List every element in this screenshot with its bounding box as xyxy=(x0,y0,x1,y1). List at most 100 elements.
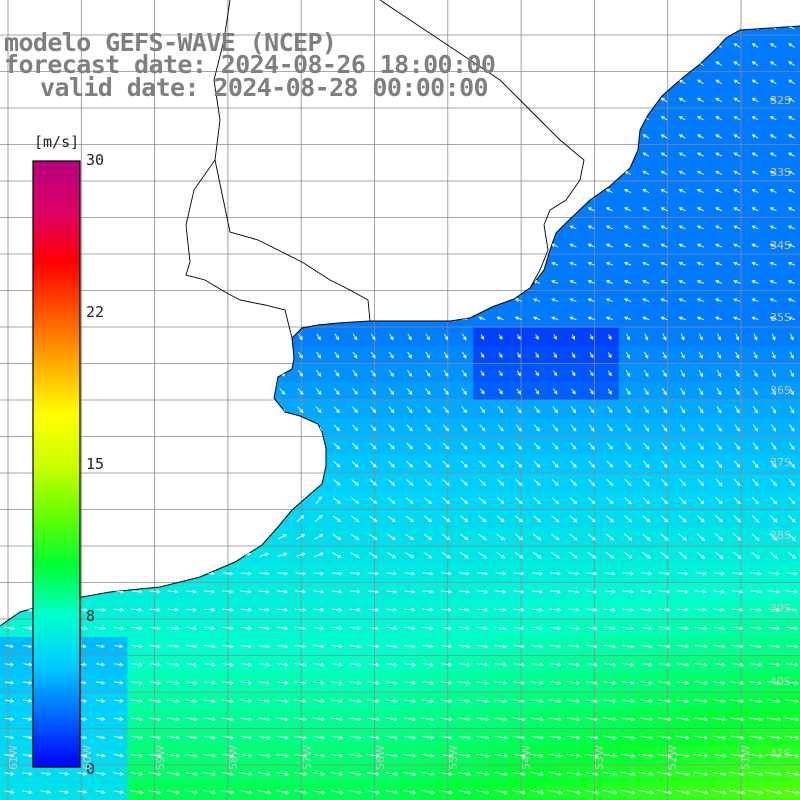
wind-arrow xyxy=(260,207,268,212)
wind-speed-cell xyxy=(236,436,256,456)
wind-arrow xyxy=(660,189,668,194)
wind-speed-cell xyxy=(455,182,474,201)
lon-label: 54W xyxy=(520,745,533,770)
wind-arrow xyxy=(480,352,485,359)
wind-speed-cell xyxy=(509,236,529,256)
wind-arrow xyxy=(23,97,31,103)
wind-arrow xyxy=(569,243,577,248)
wind-speed-cell xyxy=(527,163,547,183)
wind-speed-cell xyxy=(109,473,128,492)
wind-speed-cell xyxy=(618,26,638,37)
wind-speed-cell xyxy=(182,546,201,565)
wind-arrow xyxy=(679,424,686,432)
wind-speed-cell xyxy=(0,0,19,19)
wind-arrow xyxy=(535,352,539,359)
wind-arrow xyxy=(496,298,504,302)
wind-arrow xyxy=(733,298,741,302)
wind-arrow xyxy=(733,152,741,157)
wind-arrow xyxy=(314,134,322,139)
wind-arrow xyxy=(205,461,214,468)
wind-arrow xyxy=(187,280,195,284)
wind-speed-cell xyxy=(182,327,201,347)
wind-speed-cell xyxy=(400,26,420,37)
wind-speed-cell xyxy=(491,109,511,128)
wind-speed-cell xyxy=(582,109,602,128)
wind-arrow xyxy=(204,552,215,558)
wind-arrow xyxy=(351,170,359,175)
coastline xyxy=(0,0,800,627)
wind-arrow xyxy=(278,116,286,121)
wind-arrow xyxy=(405,152,413,157)
wind-arrow xyxy=(715,97,723,103)
wind-arrow xyxy=(132,225,140,230)
wind-arrow xyxy=(114,461,123,468)
wind-speed-cell xyxy=(163,236,183,256)
wind-arrow xyxy=(298,7,303,11)
wind-arrow xyxy=(696,97,704,103)
wind-arrow xyxy=(424,406,431,414)
wind-arrow xyxy=(387,26,395,30)
wind-arrow xyxy=(205,261,213,266)
wind-arrow xyxy=(678,61,686,66)
wind-arrow xyxy=(242,388,249,395)
wind-arrow xyxy=(351,207,359,212)
wind-arrow xyxy=(242,515,250,523)
wind-arrow xyxy=(496,43,504,48)
wind-speed-cell xyxy=(254,127,274,147)
wind-speed-cell xyxy=(655,36,674,56)
wind-arrow xyxy=(41,152,49,157)
wind-speed-cell xyxy=(291,418,310,438)
wind-arrow xyxy=(660,97,668,103)
wind-arrow xyxy=(242,442,250,450)
wind-speed-cell xyxy=(582,182,602,201)
wind-arrow xyxy=(424,424,431,432)
wind-speed-cell xyxy=(637,72,656,92)
wind-arrow xyxy=(789,424,795,432)
wind-speed-cell xyxy=(345,309,365,329)
wind-arrow xyxy=(623,243,632,248)
wind-arrow xyxy=(424,442,432,450)
wind-speed-cell xyxy=(291,236,310,256)
wind-speed-cell xyxy=(55,0,74,19)
wind-speed-cell xyxy=(455,163,474,183)
wind-speed-cell xyxy=(309,163,329,183)
wind-speed-cell xyxy=(236,273,256,292)
wind-arrow xyxy=(715,79,722,85)
wind-speed-cell xyxy=(746,26,765,37)
wind-arrow xyxy=(697,43,704,48)
wind-speed-cell xyxy=(254,291,274,310)
wind-arrow xyxy=(133,496,140,505)
wind-arrow xyxy=(716,387,722,396)
wind-arrow xyxy=(405,316,413,321)
wind-arrow xyxy=(661,406,668,414)
wind-arrow xyxy=(5,97,13,103)
wind-arrow xyxy=(443,388,449,396)
wind-arrow xyxy=(188,388,195,395)
wind-speed-cell xyxy=(163,418,183,438)
wind-arrow xyxy=(623,280,632,284)
wind-arrow xyxy=(642,280,650,284)
wind-speed-cell xyxy=(437,0,456,19)
wind-arrow xyxy=(661,442,668,450)
wind-arrow xyxy=(4,571,15,576)
wind-arrow xyxy=(714,261,723,266)
wind-speed-cell xyxy=(254,145,274,165)
wind-arrow xyxy=(461,406,468,414)
wind-speed-cell xyxy=(236,509,256,529)
wind-arrow xyxy=(370,369,376,377)
wind-arrow xyxy=(733,116,741,121)
wind-arrow xyxy=(278,261,286,266)
wind-speed-cell xyxy=(709,26,729,37)
wind-arrow xyxy=(498,352,503,359)
wind-arrow xyxy=(188,7,193,11)
wind-arrow xyxy=(498,7,503,11)
wind-speed-cell xyxy=(200,400,219,420)
wind-arrow xyxy=(23,134,31,139)
wind-arrow xyxy=(608,334,612,340)
wind-arrow xyxy=(5,134,13,139)
wind-speed-cell xyxy=(782,36,800,56)
wind-arrow xyxy=(314,225,322,230)
wind-speed-cell xyxy=(0,327,19,347)
wind-arrow xyxy=(114,298,122,302)
